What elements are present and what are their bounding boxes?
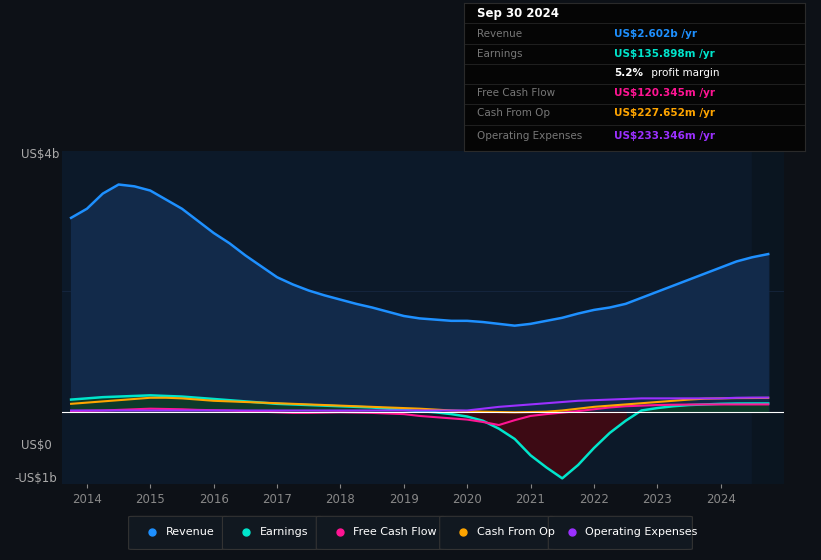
Text: Cash From Op: Cash From Op [477, 527, 554, 537]
FancyBboxPatch shape [548, 516, 692, 549]
Text: Revenue: Revenue [478, 28, 523, 38]
Text: profit margin: profit margin [648, 68, 719, 78]
Text: US$120.345m /yr: US$120.345m /yr [614, 95, 715, 105]
Text: US$0: US$0 [21, 438, 51, 452]
Text: Earnings: Earnings [478, 49, 523, 59]
Text: 5.2%: 5.2% [614, 68, 643, 78]
Text: US$227.652m /yr: US$227.652m /yr [614, 118, 715, 128]
Text: Earnings: Earnings [259, 527, 308, 537]
Text: Revenue: Revenue [166, 527, 214, 537]
Text: Cash From Op: Cash From Op [478, 108, 551, 118]
Text: 5.2%: 5.2% [614, 72, 643, 82]
Text: US$227.652m /yr: US$227.652m /yr [614, 108, 715, 118]
Text: US$120.345m /yr: US$120.345m /yr [614, 88, 715, 99]
Text: Free Cash Flow: Free Cash Flow [478, 95, 556, 105]
Text: profit margin: profit margin [648, 72, 719, 82]
Text: -US$1b: -US$1b [15, 472, 57, 486]
Text: US$135.898m /yr: US$135.898m /yr [614, 49, 714, 59]
Text: Revenue: Revenue [478, 29, 523, 39]
Text: Sep 30 2024: Sep 30 2024 [478, 6, 559, 18]
Text: US$4b: US$4b [21, 147, 59, 161]
Text: US$2.602b /yr: US$2.602b /yr [614, 29, 697, 39]
Text: Cash From Op: Cash From Op [478, 118, 551, 128]
Text: Sep 30 2024: Sep 30 2024 [478, 7, 559, 20]
Bar [752, 151, 784, 484]
Text: US$233.346m /yr: US$233.346m /yr [614, 132, 715, 141]
Text: Free Cash Flow: Free Cash Flow [353, 527, 437, 537]
FancyBboxPatch shape [440, 516, 554, 549]
Text: Earnings: Earnings [478, 50, 523, 60]
FancyBboxPatch shape [222, 516, 322, 549]
Text: Operating Expenses: Operating Expenses [478, 132, 583, 141]
Text: US$2.602b /yr: US$2.602b /yr [614, 28, 697, 38]
Text: Free Cash Flow: Free Cash Flow [478, 88, 556, 99]
FancyBboxPatch shape [316, 516, 446, 549]
FancyBboxPatch shape [129, 516, 228, 549]
Text: Operating Expenses: Operating Expenses [585, 527, 698, 537]
Text: US$135.898m /yr: US$135.898m /yr [614, 50, 714, 60]
